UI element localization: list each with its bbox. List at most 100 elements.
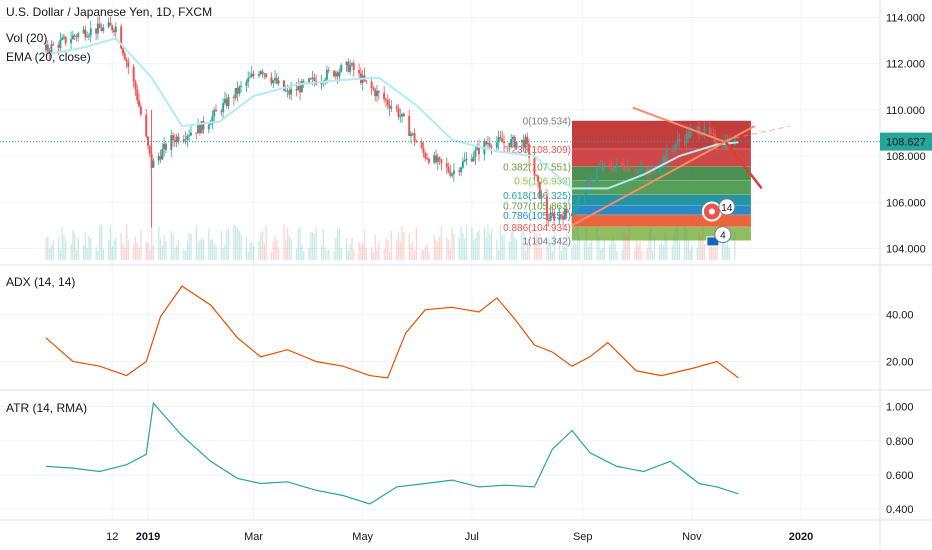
- volume-bar: [687, 240, 689, 260]
- volume-bar: [372, 251, 375, 260]
- volume-bar: [188, 232, 190, 260]
- volume-bar: [213, 244, 215, 260]
- candle-body: [139, 106, 142, 115]
- volume-bar: [460, 226, 462, 260]
- volume-bar: [524, 250, 527, 260]
- volume-bar: [700, 235, 702, 260]
- candle-body: [248, 76, 251, 78]
- volume-bar: [184, 250, 187, 260]
- volume-bar: [678, 241, 681, 260]
- candle-body: [687, 133, 690, 139]
- volume-bar: [413, 249, 416, 260]
- volume-bar: [666, 238, 668, 260]
- candle-body: [601, 166, 604, 171]
- candle-body: [477, 146, 480, 155]
- fib-level-label: 0.5(106.938): [514, 177, 571, 188]
- volume-bar: [433, 235, 435, 260]
- candle-body: [161, 149, 164, 160]
- candle-body: [134, 81, 137, 90]
- volume-bar: [210, 239, 212, 260]
- candle-body: [270, 77, 273, 84]
- candle-body: [397, 108, 400, 117]
- candle-body: [188, 135, 191, 137]
- volume-bar: [299, 226, 301, 260]
- volume-bar: [576, 226, 579, 260]
- volume-bar: [533, 224, 536, 260]
- volume-bar: [186, 240, 189, 260]
- volume-bar: [496, 239, 498, 260]
- candle-body: [447, 166, 450, 172]
- candle-body: [427, 158, 430, 163]
- candle-body: [485, 141, 488, 145]
- volume-bar: [115, 236, 117, 260]
- candle-body: [547, 220, 550, 222]
- volume-bar: [566, 233, 568, 260]
- candle-body: [463, 160, 466, 162]
- volume-bar: [72, 230, 74, 260]
- volume-bar: [539, 233, 541, 260]
- volume-bar: [303, 251, 305, 260]
- volume-bar: [45, 238, 47, 260]
- volume-bar: [585, 228, 588, 260]
- last-price-label: 108.627: [886, 137, 926, 149]
- volume-bar: [49, 248, 51, 260]
- candle-body: [272, 80, 275, 84]
- candle-body: [358, 70, 361, 74]
- candle-body: [220, 111, 223, 113]
- volume-bar: [689, 249, 691, 260]
- volume-bar: [651, 251, 654, 260]
- candle-body: [347, 61, 350, 72]
- volume-bar: [59, 249, 62, 260]
- volume-bar: [396, 239, 398, 260]
- volume-bar: [671, 245, 673, 260]
- volume-bar: [564, 246, 566, 260]
- candle-body: [148, 145, 151, 154]
- candle-body: [202, 121, 205, 130]
- volume-bar: [385, 238, 387, 260]
- candle-body: [633, 171, 636, 173]
- candle-body: [59, 39, 62, 48]
- volume-bar: [641, 251, 643, 260]
- volume-bar: [238, 231, 240, 260]
- candle-body: [48, 50, 51, 53]
- candle-body: [164, 143, 167, 150]
- candle-body: [528, 143, 531, 158]
- candle-body: [352, 63, 355, 71]
- event-bubble: [714, 226, 732, 244]
- volume-bar: [476, 232, 478, 260]
- volume-bar: [365, 248, 367, 260]
- volume-bar: [349, 244, 351, 260]
- candle-body: [610, 164, 613, 170]
- candle-body: [84, 29, 87, 37]
- atr-tick-label: 0.800: [886, 436, 914, 448]
- volume-bar: [177, 239, 180, 260]
- candle-body: [583, 195, 586, 197]
- volume-bar: [270, 251, 273, 260]
- volume-bar: [403, 231, 405, 260]
- candle-body: [413, 133, 416, 142]
- volume-bar: [489, 234, 491, 260]
- candle-body: [302, 81, 305, 83]
- volume-bar: [648, 231, 650, 260]
- volume-bar: [265, 225, 267, 260]
- event-marker-dot: [708, 208, 715, 215]
- candle-body: [102, 27, 105, 32]
- volume-bar: [136, 242, 138, 260]
- candle-body: [438, 157, 441, 160]
- candle-body: [57, 45, 60, 48]
- volume-bar: [646, 248, 648, 260]
- candle-body: [683, 141, 686, 144]
- volume-bar: [378, 240, 380, 260]
- candle-body: [472, 157, 475, 162]
- candle-body: [186, 135, 189, 140]
- volume-bar: [337, 228, 339, 260]
- volume-bar: [127, 239, 130, 260]
- candle-body: [676, 139, 679, 145]
- volume-bar: [591, 240, 593, 260]
- volume-bar: [548, 237, 550, 260]
- volume-bar: [598, 236, 600, 260]
- volume-bar: [183, 249, 185, 260]
- volume-bar: [673, 234, 675, 260]
- candle-body: [649, 170, 652, 175]
- candle-body: [576, 200, 579, 208]
